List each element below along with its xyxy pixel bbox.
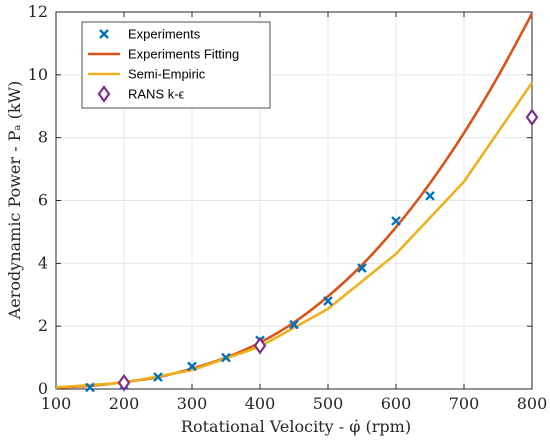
data-point-experiments	[289, 319, 299, 330]
y-axis-title: Aerodynamic Power - Pₐ (kW)	[5, 81, 24, 321]
x-tick-label: 300	[177, 394, 208, 413]
legend-label-rans-k: RANS k-ϵ	[128, 87, 185, 102]
y-tick-label: 12	[28, 2, 48, 21]
series-semi-empiric	[55, 81, 534, 389]
axes	[55, 11, 533, 390]
legend-item-rans-k: RANS k-ϵ	[97, 85, 185, 103]
marker-x-stroke	[85, 382, 95, 393]
y-tick-label: 6	[38, 191, 48, 210]
x-tick-label: 500	[313, 394, 344, 413]
x-tick-label: 700	[449, 394, 480, 413]
marker-x-stroke	[187, 361, 197, 372]
legend-item-experiments: Experiments	[99, 27, 201, 42]
data-point-rans-k	[117, 373, 131, 392]
marker-x-stroke	[289, 319, 299, 330]
data-point-rans-k	[253, 336, 267, 355]
data-point-experiments	[425, 190, 435, 201]
legend-swatch-rans-k	[97, 85, 111, 103]
legend-label-semi-empiric: Semi-Empiric	[128, 67, 206, 82]
legend-box	[81, 21, 271, 109]
x-tick-label: 800	[517, 394, 548, 413]
legend-label-experiments: Experiments	[128, 27, 201, 42]
tick-labels: 100 200 300 400 500 600 700 800 0 2 4 6 8 10 12	[28, 2, 548, 413]
marker-x-stroke	[99, 29, 109, 39]
y-tick-label: 8	[38, 128, 48, 147]
x-axis-title: Rotational Velocity - φ̇ (rpm)	[181, 417, 411, 436]
y-tick-label: 10	[28, 65, 48, 84]
data-point-experiments	[357, 263, 367, 273]
legend-item-experiments-fitting: Experiments Fitting	[88, 47, 239, 62]
data-point-experiments	[153, 372, 163, 382]
data-point-experiments	[391, 216, 401, 226]
series-line-semi-empiric	[55, 81, 534, 389]
marker-x-stroke	[153, 372, 163, 382]
data-point-experiments	[187, 361, 197, 372]
x-tick-label: 200	[109, 394, 140, 413]
x-tick-label: 400	[245, 394, 276, 413]
marker-x-stroke	[391, 216, 401, 226]
legend-item-semi-empiric: Semi-Empiric	[88, 67, 206, 82]
data-point-experiments	[85, 382, 95, 393]
legend-label-experiments-fitting: Experiments Fitting	[128, 47, 239, 62]
y-tick-label: 4	[38, 253, 48, 272]
x-tick-label: 600	[381, 394, 412, 413]
x-tick-label: 100	[41, 394, 72, 413]
data-point-experiments	[221, 352, 231, 363]
series-layer	[55, 12, 539, 393]
marker-x-stroke	[323, 296, 333, 306]
series-rans-k	[117, 108, 539, 392]
marker-x-stroke	[357, 263, 367, 273]
data-point-rans-k	[525, 108, 539, 127]
y-tick-label: 0	[38, 379, 48, 398]
legend-swatch-experiments	[99, 29, 109, 39]
legend: Experiments Experiments Fitting Semi-Empir…	[81, 21, 271, 109]
y-tick-label: 2	[38, 316, 48, 335]
marker-x-stroke	[425, 190, 435, 201]
marker-x-stroke	[221, 352, 231, 363]
data-point-experiments	[323, 296, 333, 306]
